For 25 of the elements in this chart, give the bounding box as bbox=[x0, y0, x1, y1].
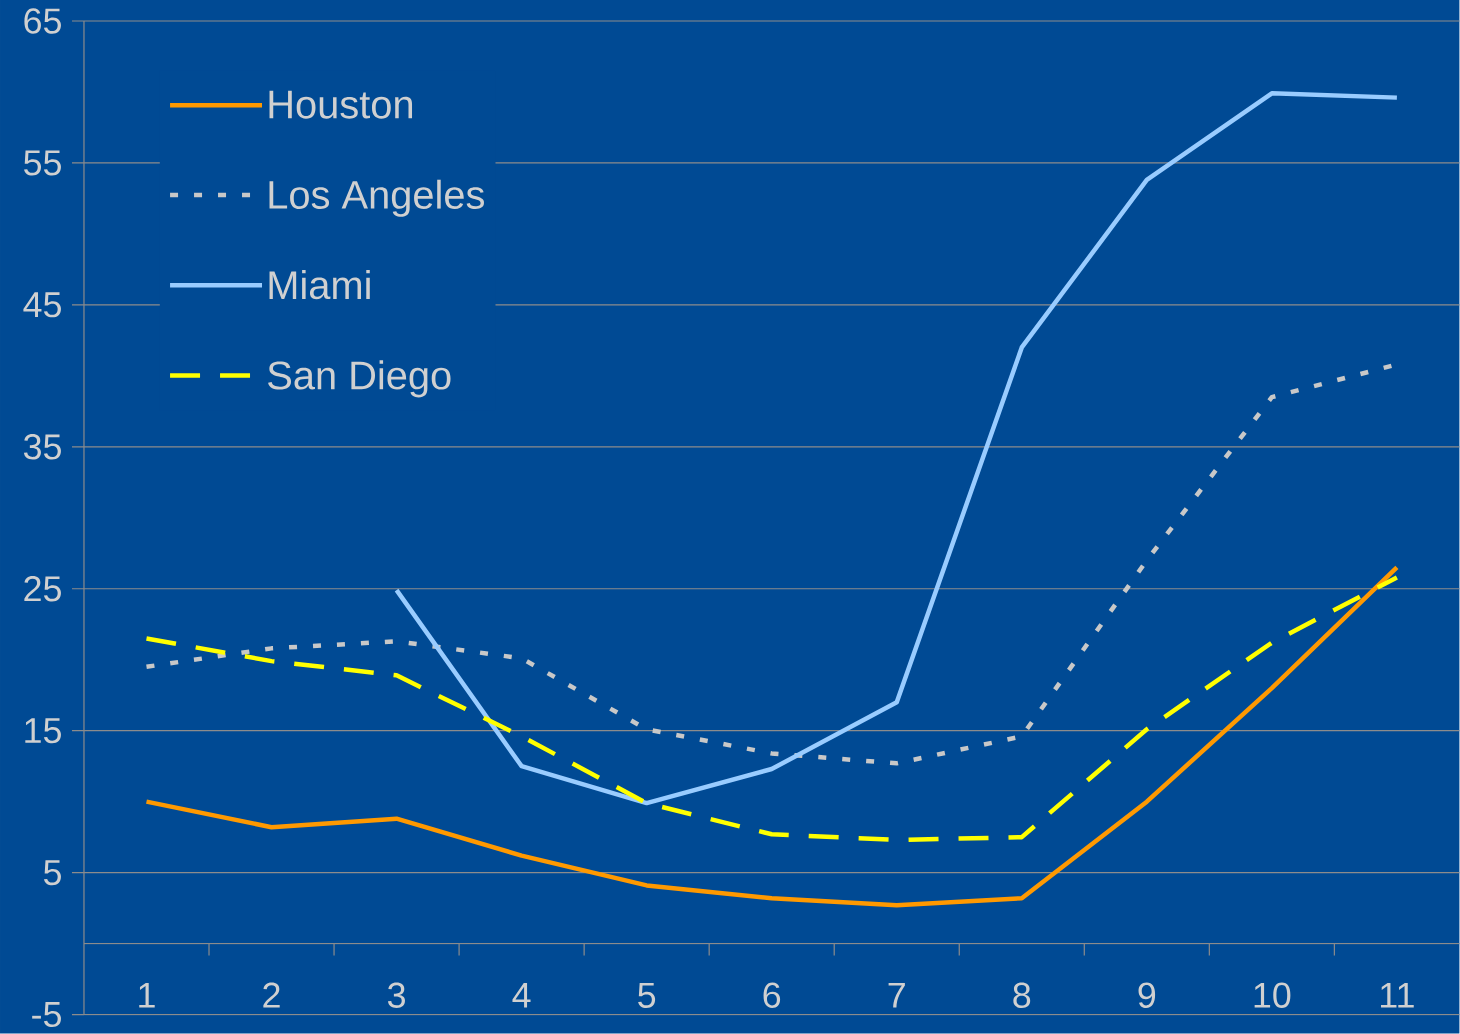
y-tick-label: 25 bbox=[24, 576, 61, 602]
x-tick-label: 5 bbox=[638, 983, 656, 1009]
x-tick-label: 4 bbox=[512, 983, 531, 1008]
y-tick-label: 35 bbox=[23, 434, 61, 460]
legend-label: Miami bbox=[269, 270, 370, 300]
y-tick-label: -5 bbox=[32, 1002, 61, 1028]
x-tick-label: 8 bbox=[1013, 982, 1031, 1009]
y-tick-label: 55 bbox=[24, 150, 61, 176]
x-tick-label: 11 bbox=[1381, 983, 1414, 1008]
y-tick-label: 45 bbox=[23, 292, 61, 318]
x-tick-label: 10 bbox=[1254, 982, 1291, 1009]
legend-label: Los Angeles bbox=[269, 179, 484, 218]
line-series bbox=[144, 575, 1400, 843]
y-tick-label: 15 bbox=[25, 718, 61, 744]
x-tick-label: 6 bbox=[763, 982, 781, 1009]
x-tick-label: 3 bbox=[387, 982, 405, 1009]
x-tick-label: 9 bbox=[1138, 982, 1156, 1009]
legend-label: Houston bbox=[269, 91, 413, 119]
x-tick-label: 7 bbox=[888, 983, 905, 1008]
y-tick-label: 5 bbox=[43, 860, 61, 886]
x-tick-label: 2 bbox=[263, 982, 280, 1008]
line-series bbox=[144, 565, 1400, 908]
x-tick-label: 1 bbox=[139, 983, 155, 1008]
y-tick-label: 65 bbox=[24, 8, 61, 34]
legend-label: San Diego bbox=[268, 360, 451, 398]
